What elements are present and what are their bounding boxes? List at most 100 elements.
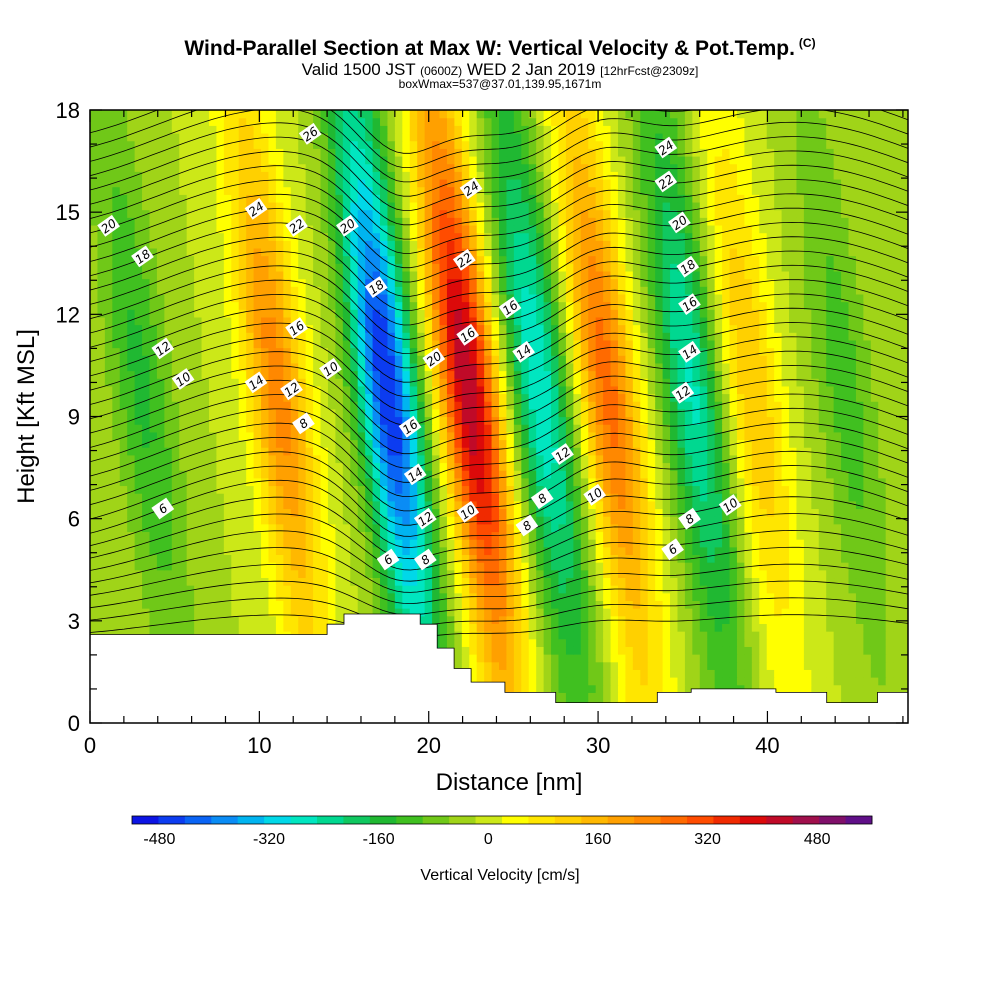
vv-cell <box>595 424 604 433</box>
vv-cell <box>855 531 864 540</box>
vv-cell <box>588 646 597 655</box>
vv-cell <box>476 562 485 571</box>
vv-cell <box>558 654 567 663</box>
vv-cell <box>380 454 389 464</box>
vv-cell <box>112 585 121 594</box>
vv-cell <box>714 562 723 571</box>
vv-cell <box>499 470 508 479</box>
vv-cell <box>491 385 500 395</box>
vv-cell <box>246 408 255 418</box>
vv-cell <box>670 477 679 487</box>
vv-cell <box>208 600 218 609</box>
vv-cell <box>647 424 656 433</box>
vv-cell <box>551 569 560 579</box>
vv-cell <box>692 608 701 617</box>
vv-cell <box>647 654 656 663</box>
vv-cell <box>298 554 307 563</box>
vv-cell <box>253 592 262 601</box>
vv-cell <box>796 631 805 640</box>
vv-cell <box>134 378 143 387</box>
vv-cell <box>751 439 760 448</box>
vv-cell <box>320 470 329 479</box>
vv-cell <box>528 638 537 647</box>
vv-cell <box>692 623 701 632</box>
vv-cell <box>818 677 827 686</box>
vv-cell <box>811 569 820 579</box>
vv-cell <box>803 562 812 571</box>
vv-cell <box>818 431 827 441</box>
vv-cell <box>223 600 232 609</box>
vv-cell <box>774 615 783 624</box>
vv-cell <box>261 508 270 517</box>
vv-cell <box>387 592 396 601</box>
vv-cell <box>595 401 604 410</box>
vv-cell <box>543 684 552 693</box>
vv-cell <box>551 669 560 678</box>
vv-cell <box>580 477 589 487</box>
vv-cell <box>736 623 745 632</box>
vv-cell <box>201 462 210 471</box>
vv-cell <box>580 500 589 510</box>
vv-cell <box>610 539 619 548</box>
vv-cell <box>551 592 560 601</box>
vv-cell <box>305 393 314 402</box>
vv-cell <box>97 516 106 525</box>
vv-cell <box>551 661 560 670</box>
vv-cell <box>543 470 552 479</box>
vv-cell <box>156 592 165 601</box>
vv-cell <box>580 684 589 693</box>
vv-cell <box>469 569 478 579</box>
vv-cell <box>142 370 151 379</box>
vv-cell <box>201 554 210 563</box>
vv-cell <box>357 531 366 540</box>
vv-cell <box>885 585 894 594</box>
vv-cell <box>625 424 634 433</box>
vv-cell <box>774 531 783 540</box>
vv-cell <box>677 539 686 548</box>
vv-cell <box>454 408 463 418</box>
vv-cell <box>647 539 656 548</box>
vv-cell <box>365 431 374 441</box>
vv-cell <box>640 546 649 556</box>
vv-cell <box>900 631 908 640</box>
vv-cell <box>97 462 106 471</box>
vv-cell <box>208 562 218 571</box>
vv-cell <box>759 669 768 678</box>
vv-cell <box>521 661 530 670</box>
vv-cell <box>595 638 604 647</box>
vv-cell <box>841 562 850 571</box>
vv-cell <box>565 416 574 425</box>
vv-cell <box>387 569 396 579</box>
vv-cell <box>826 516 835 525</box>
vv-cell <box>781 669 790 678</box>
vv-cell <box>238 431 247 441</box>
vv-cell <box>707 516 716 525</box>
vv-cell <box>722 424 731 433</box>
vv-cell <box>610 500 619 510</box>
vv-cell <box>208 462 218 471</box>
vv-cell <box>238 408 247 418</box>
vv-cell <box>692 470 701 479</box>
vv-cell <box>848 577 857 586</box>
vv-cell <box>350 508 359 517</box>
vv-cell <box>565 454 574 464</box>
vv-cell <box>231 470 240 479</box>
vv-cell <box>774 401 783 410</box>
vv-cell <box>878 615 887 624</box>
vv-cell <box>729 608 738 617</box>
vv-cell <box>736 531 745 540</box>
vv-cell <box>900 424 908 433</box>
vv-cell <box>432 577 441 586</box>
vv-cell <box>707 569 716 579</box>
vv-cell <box>164 623 173 632</box>
vv-cell <box>246 608 255 617</box>
vv-cell <box>372 462 381 471</box>
vv-cell <box>127 431 136 441</box>
vv-cell <box>580 646 589 655</box>
vv-cell <box>112 447 121 456</box>
vv-cell <box>603 661 612 670</box>
vv-cell <box>558 477 567 487</box>
vv-cell <box>863 646 872 655</box>
vv-cell <box>744 424 753 433</box>
vv-cell <box>231 600 240 609</box>
